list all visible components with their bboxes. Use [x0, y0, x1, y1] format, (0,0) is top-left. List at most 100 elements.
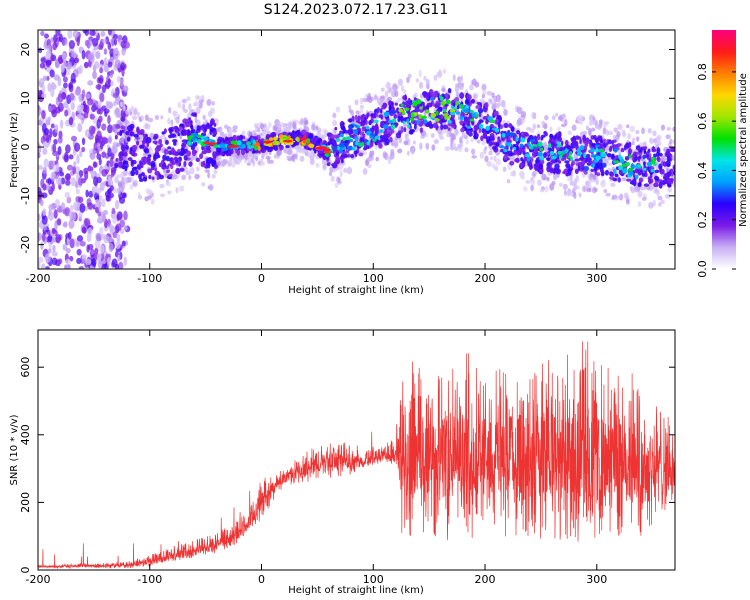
spectrogram-cell	[394, 102, 398, 106]
spectrogram-cell	[515, 136, 519, 142]
spectrogram-cell	[171, 147, 175, 154]
spectrogram-cell	[81, 49, 86, 60]
spectrogram-cell	[123, 225, 128, 231]
spectrogram-cell	[354, 99, 359, 106]
spectrogram-cell	[41, 192, 48, 199]
spectrogram-cell	[498, 145, 505, 149]
spectrogram-cell	[295, 152, 298, 160]
spectrogram-cell	[66, 61, 73, 70]
spectrogram-cell	[507, 150, 513, 157]
spectrogram-cell	[539, 147, 544, 152]
spectrogram-cell	[662, 161, 668, 167]
spectrogram-cell	[179, 185, 185, 192]
spectrogram-cell	[267, 147, 274, 153]
spectrogram-cell	[121, 240, 126, 247]
colorbar-ticks: 0.0 0.2 0.4 0.6 0.8	[696, 63, 736, 278]
spectrogram-cell	[557, 150, 563, 155]
spectrogram-cell	[380, 114, 384, 120]
snr-panel: -200 -100 0 100 200 300 0 200 400 600 Height of …	[9, 329, 676, 596]
spectrogram-cell	[536, 124, 541, 129]
spectrogram-cell	[614, 173, 619, 178]
spectrogram-cell	[658, 202, 662, 207]
spectrogram-cell	[549, 126, 553, 133]
spectrogram-cell	[46, 44, 52, 51]
spectrogram-cell	[571, 139, 576, 143]
spectrogram-cell	[57, 56, 64, 65]
spectrogram-cell	[121, 48, 126, 56]
spectrogram-cell	[273, 154, 277, 159]
spectrogram-cell	[276, 123, 282, 130]
spectrogram-cell	[132, 109, 138, 116]
spectrogram-cell	[509, 155, 516, 163]
spectrogram-cell	[212, 151, 218, 158]
spectrogram-cell	[63, 82, 68, 89]
spectrogram-cell	[60, 64, 65, 73]
spectrogram-cell	[139, 178, 144, 182]
spectrogram-cell	[472, 93, 478, 100]
spectrogram-cell	[651, 148, 657, 153]
spectrogram-cell	[473, 129, 477, 135]
spectrogram-cell	[579, 138, 582, 145]
spectrogram-cell	[429, 97, 434, 101]
spectrogram-cell	[114, 162, 119, 169]
spectrogram-cell	[42, 208, 47, 216]
spectrogram-cell	[101, 84, 107, 94]
spectrogram-cell	[95, 50, 101, 60]
spectrogram-cell	[388, 136, 393, 143]
spectrogram-cell	[90, 258, 97, 267]
spectrogram-cell	[291, 154, 296, 163]
spectrogram-cell	[335, 106, 341, 113]
spectrogram-cell	[47, 248, 52, 254]
spectrogram-cell	[447, 119, 452, 124]
spectrogram-cell	[579, 120, 584, 125]
spectrogram-cell	[169, 133, 174, 138]
spectrogram-cell	[481, 83, 487, 91]
spectrogram-cell	[637, 190, 643, 198]
spectrogram-cell	[153, 167, 158, 172]
spectrogram-cell	[66, 164, 74, 171]
spectrogram-cell	[476, 139, 481, 144]
spectrogram-cell	[144, 122, 148, 128]
spectrogram-cell	[650, 169, 655, 173]
spectrogram-cell	[384, 112, 389, 118]
spectrogram-cell	[42, 141, 49, 148]
spectrogram-cell	[643, 148, 647, 153]
spectrogram-cell	[350, 110, 355, 116]
spectrogram-cell	[44, 266, 50, 269]
spectrogram-cell	[87, 227, 93, 237]
spectrogram-x-axis-label: Height of straight line (km)	[288, 285, 424, 296]
spectrogram-cell	[196, 125, 201, 131]
spectrogram-cell	[182, 103, 186, 111]
spectrogram-cell	[82, 104, 88, 113]
colorbar-gradient	[712, 30, 736, 269]
spectrogram-cell	[442, 124, 449, 130]
spectrogram-cell	[631, 141, 635, 146]
spectrogram-cell	[433, 139, 440, 145]
spectrogram-cell	[76, 240, 80, 247]
spectrogram-cell	[475, 104, 481, 110]
spectrogram-cell	[372, 114, 377, 119]
spectrogram-cell	[397, 78, 403, 86]
spectrogram-cell	[667, 177, 672, 183]
spectrogram-cell	[329, 133, 335, 139]
spectrogram-cell	[175, 159, 179, 163]
spectrogram-cell	[537, 152, 544, 157]
spectrogram-cell	[641, 127, 645, 135]
spectrogram-cell	[656, 156, 661, 163]
spectrogram-cell	[358, 152, 364, 157]
spectrogram-cell	[196, 134, 202, 139]
spectrogram-cell	[635, 129, 640, 135]
spectrogram-cell	[438, 133, 444, 138]
spectrogram-cell	[183, 154, 188, 161]
spectrogram-cell	[607, 130, 614, 136]
x-tick-label: 300	[586, 573, 607, 586]
spectrogram-cell	[56, 219, 62, 226]
spectrogram-cell	[503, 154, 508, 161]
spectrogram-cell	[428, 120, 432, 127]
spectrogram-cell	[538, 163, 544, 170]
spectrogram-cell	[315, 162, 320, 168]
spectrogram-cell	[147, 168, 153, 174]
spectrogram-cell	[50, 123, 55, 129]
spectrogram-cell	[39, 199, 44, 207]
spectrogram-cell	[431, 144, 436, 151]
